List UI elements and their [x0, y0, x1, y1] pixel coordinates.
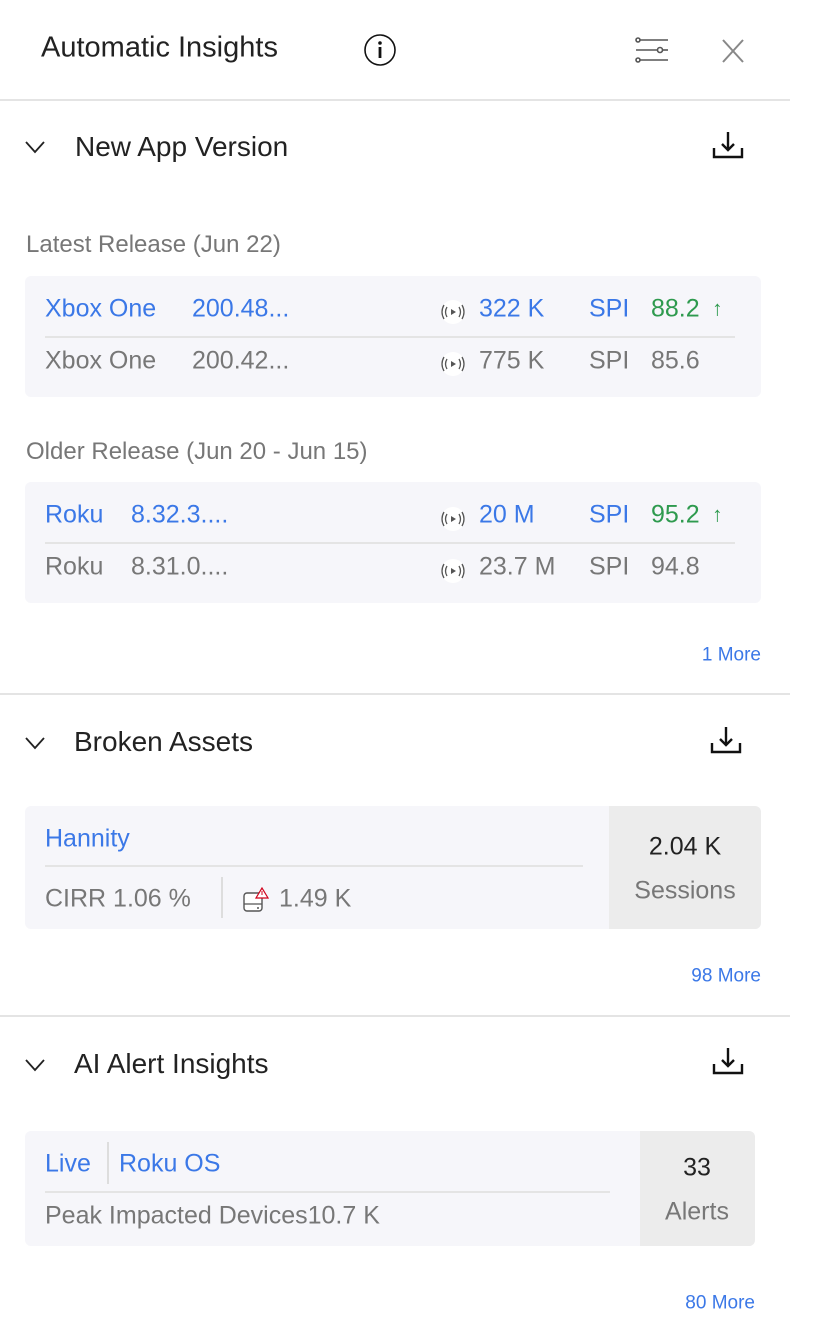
- version-link[interactable]: 8.32.3....: [131, 500, 229, 529]
- divider: [45, 542, 735, 544]
- live-tag[interactable]: Live: [45, 1149, 91, 1178]
- divider: [0, 1015, 790, 1017]
- cirr-value: CIRR 1.06 %: [45, 884, 191, 913]
- divider: [45, 336, 735, 338]
- download-icon[interactable]: [709, 725, 743, 755]
- metric-value: 85.6: [651, 346, 700, 375]
- download-icon[interactable]: [711, 1046, 745, 1076]
- metric-label: SPI: [589, 294, 630, 323]
- metric-value: 94.8: [651, 552, 700, 581]
- chevron-down-icon[interactable]: [24, 736, 46, 750]
- broadcast-icon: [441, 559, 465, 583]
- version-link[interactable]: 200.48...: [192, 294, 290, 323]
- section-title: New App Version: [75, 131, 289, 162]
- filter-settings-icon[interactable]: [634, 36, 670, 64]
- sessions-box: [609, 806, 761, 929]
- divider: [0, 693, 790, 695]
- divider: [107, 1142, 109, 1184]
- metric-label: SPI: [589, 552, 630, 581]
- peak-devices: Peak Impacted Devices10.7 K: [45, 1201, 380, 1230]
- close-icon[interactable]: [721, 38, 745, 64]
- chevron-down-icon[interactable]: [24, 140, 46, 154]
- section-title: AI Alert Insights: [74, 1048, 269, 1079]
- metric-label: SPI: [589, 500, 630, 529]
- alert-card[interactable]: [25, 1131, 755, 1246]
- more-link[interactable]: 98 More: [691, 965, 761, 987]
- platform-link[interactable]: Roku: [45, 500, 104, 529]
- group-label: Older Release (Jun 20 - Jun 15): [26, 438, 368, 465]
- more-link[interactable]: 80 More: [685, 1292, 755, 1314]
- divider: [221, 877, 223, 918]
- chevron-down-icon[interactable]: [24, 1058, 46, 1072]
- divider: [45, 865, 583, 867]
- more-link[interactable]: 1 More: [701, 644, 761, 666]
- broadcast-icon: [441, 352, 465, 376]
- broadcast-icon: [441, 507, 465, 531]
- alerts-box: [640, 1131, 755, 1246]
- plays-count: 322 K: [479, 294, 545, 323]
- asset-link[interactable]: Hannity: [45, 824, 130, 853]
- platform-name: Roku: [45, 552, 104, 581]
- plays-count: 20 M: [479, 500, 535, 529]
- metric-value: 95.2: [651, 500, 700, 529]
- sessions-value: 2.04 K: [648, 832, 722, 861]
- alerts-value: 33: [683, 1153, 711, 1182]
- version-name: 8.31.0....: [131, 552, 229, 581]
- plays-count: 775 K: [479, 346, 545, 375]
- alerts-label: Alerts: [665, 1197, 729, 1226]
- platform-name: Xbox One: [45, 346, 157, 375]
- panel-title: Automatic Insights: [41, 31, 278, 64]
- info-icon[interactable]: [363, 33, 397, 67]
- plays-count: 23.7 M: [479, 552, 556, 581]
- group-label: Latest Release (Jun 22): [26, 231, 281, 258]
- divider: [45, 1191, 610, 1193]
- platform-link[interactable]: Xbox One: [45, 294, 157, 323]
- metric-value: 88.2: [651, 294, 700, 323]
- section-title: Broken Assets: [74, 726, 253, 757]
- divider: [0, 99, 790, 101]
- broken-count: 1.49 K: [279, 884, 352, 913]
- version-name: 200.42...: [192, 346, 290, 375]
- arrow-up-icon: ↑: [712, 503, 723, 527]
- broadcast-icon: [441, 300, 465, 324]
- arrow-up-icon: ↑: [712, 297, 723, 321]
- platform-link[interactable]: Roku OS: [119, 1149, 221, 1178]
- download-icon[interactable]: [711, 130, 745, 160]
- broken-asset-icon: [243, 887, 269, 912]
- metric-label: SPI: [589, 346, 630, 375]
- sessions-label: Sessions: [634, 876, 736, 905]
